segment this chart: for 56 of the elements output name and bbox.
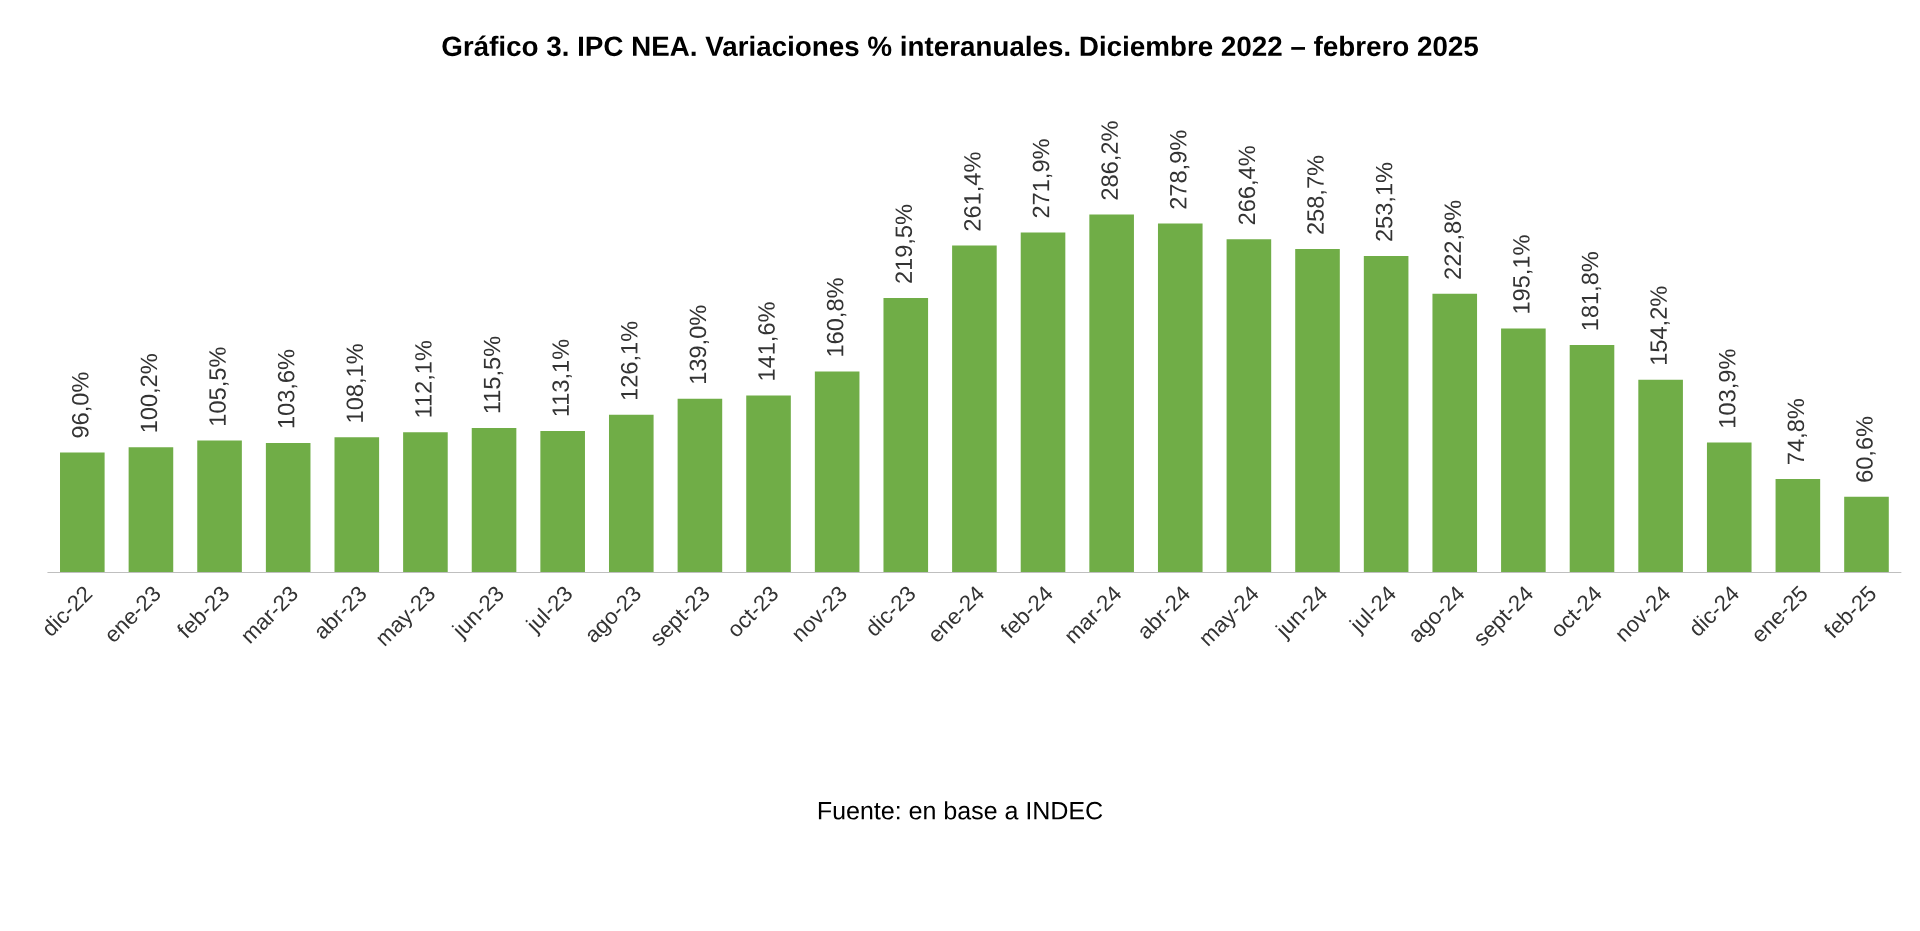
bar xyxy=(540,431,585,573)
bar xyxy=(471,428,517,573)
data-label: 108,1% xyxy=(346,344,366,422)
bar xyxy=(1844,496,1889,573)
data-label: 181,8% xyxy=(1581,251,1602,330)
bar xyxy=(1295,248,1340,573)
bar xyxy=(1638,379,1683,573)
data-label: 266,4% xyxy=(1238,146,1259,225)
data-label: 100,2% xyxy=(140,354,161,432)
bar xyxy=(608,414,654,573)
bar xyxy=(1569,345,1615,573)
data-label: 74,8% xyxy=(1787,398,1807,464)
data-label: 113,1% xyxy=(552,339,572,416)
bar xyxy=(60,452,105,573)
bar xyxy=(1020,232,1066,573)
data-label: 96,0% xyxy=(71,372,92,438)
bar xyxy=(334,437,380,573)
data-label: 286,2% xyxy=(1101,121,1121,200)
data-label: 103,9% xyxy=(1718,349,1739,427)
bar xyxy=(746,395,791,573)
bar xyxy=(677,398,723,573)
bar xyxy=(1432,293,1478,573)
data-label: 278,9% xyxy=(1169,130,1190,209)
data-label: 103,6% xyxy=(277,349,298,428)
chart-title: Gráfico 3. IPC NEA. Variaciones % interanuales. Diciembre 2022 – febrero 2025 xyxy=(442,35,1479,57)
data-label: 195,1% xyxy=(1513,235,1533,313)
bar xyxy=(128,447,174,573)
data-label: 60,6% xyxy=(1856,416,1876,482)
bar xyxy=(1706,442,1752,573)
bar xyxy=(197,440,242,573)
bar xyxy=(1089,214,1134,573)
data-label: 219,5% xyxy=(895,204,915,283)
bar xyxy=(265,442,311,573)
data-label: 160,8% xyxy=(826,278,847,356)
data-label: 139,0% xyxy=(689,305,710,383)
data-label: 222,8% xyxy=(1444,200,1464,279)
data-label: 105,5% xyxy=(209,347,229,425)
data-label: 258,7% xyxy=(1307,155,1327,234)
data-label: 141,6% xyxy=(758,302,778,380)
source-note: Fuente: en base a INDEC xyxy=(818,801,1103,820)
bar xyxy=(1363,255,1409,573)
bar xyxy=(1775,478,1821,573)
bar xyxy=(952,245,997,573)
data-label: 253,1% xyxy=(1375,162,1396,241)
bar xyxy=(1226,239,1272,573)
bar xyxy=(883,297,929,573)
data-label: 271,9% xyxy=(1032,139,1053,218)
bar xyxy=(814,371,860,573)
bar xyxy=(1501,328,1546,573)
bar xyxy=(403,432,448,573)
data-label: 126,1% xyxy=(620,321,641,400)
data-label: 261,4% xyxy=(964,152,984,231)
bar xyxy=(1157,223,1203,573)
data-label: 112,1% xyxy=(415,340,435,417)
data-label: 154,2% xyxy=(1650,286,1670,364)
data-label: 115,5% xyxy=(483,336,504,413)
